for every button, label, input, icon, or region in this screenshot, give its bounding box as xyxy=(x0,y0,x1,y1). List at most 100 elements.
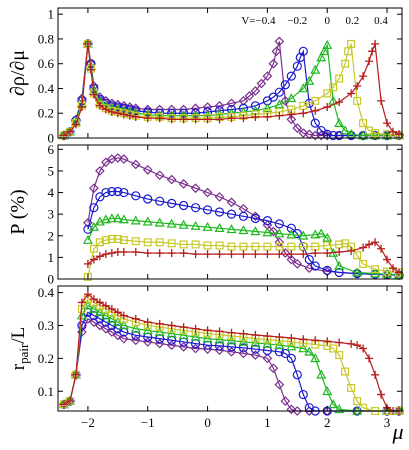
xtick-label-0: −2 xyxy=(81,415,95,430)
point-0.4-28 xyxy=(335,338,344,347)
point-0.4-1 xyxy=(65,397,74,406)
ytick-label-1-5: 5 xyxy=(48,163,55,178)
point-0-6 xyxy=(118,214,129,224)
point-0.2-15 xyxy=(227,242,236,251)
point--0.2-17 xyxy=(250,213,261,224)
point-0.2-23 xyxy=(323,241,332,250)
ytick-label-1-4: 4 xyxy=(48,185,55,200)
point-0-12 xyxy=(142,325,153,335)
point-0.4-3 xyxy=(77,298,86,307)
point-0.4-0 xyxy=(83,259,92,268)
point-0.4-34 xyxy=(365,57,374,66)
point--0.2-15 xyxy=(226,209,237,219)
point-0.4-22 xyxy=(263,332,272,340)
point--0.4-26 xyxy=(262,71,273,81)
point--0.4-26 xyxy=(286,404,297,415)
annotation-0: V=−0.4 xyxy=(241,15,276,27)
point-0.2-7 xyxy=(131,237,140,246)
point-0.4-13 xyxy=(203,250,212,259)
point-0-14 xyxy=(214,222,225,233)
point--0.2-14 xyxy=(214,207,225,217)
point-0.4-23 xyxy=(275,332,284,341)
ytick-label-2-2: 0.3 xyxy=(38,318,54,333)
point-0.4-15 xyxy=(179,323,188,332)
point-0.4-24 xyxy=(263,112,272,121)
point--0.4-23 xyxy=(244,91,255,101)
point--0.4-27 xyxy=(268,58,279,69)
point--0.2-3 xyxy=(101,187,111,198)
point--0.4-15 xyxy=(226,197,237,208)
point--0.2-27 xyxy=(298,389,308,400)
point-0-30 xyxy=(316,52,327,62)
panel-frame-2 xyxy=(57,285,403,412)
point-0.4-28 xyxy=(311,106,320,115)
point--0.2-21 xyxy=(250,344,261,354)
point--0.2-5 xyxy=(113,186,123,197)
ytick-label-2-1: 0.2 xyxy=(38,351,54,366)
point-0.4-25 xyxy=(275,111,284,120)
point-0.2-4 xyxy=(107,235,116,244)
panel-0: 0 0.2 0.4 0.6 0.8 1 ∂ρ/∂μ xyxy=(7,7,405,146)
ytick-label-0-4: 0.8 xyxy=(38,31,54,46)
point-0.4-5 xyxy=(86,65,95,74)
annotation-1: −0.2 xyxy=(287,15,307,27)
point-0-11 xyxy=(178,219,189,229)
point-0.4-31 xyxy=(359,344,368,353)
point-0-25 xyxy=(274,99,285,109)
point-0.4-3 xyxy=(101,250,110,259)
point-0-3 xyxy=(76,310,87,320)
point-0.4-1 xyxy=(89,255,98,264)
point--0.4-21 xyxy=(226,98,237,109)
point-0.4-16 xyxy=(167,115,176,124)
point-0.4-20 xyxy=(287,250,296,259)
point--0.2-9 xyxy=(155,196,165,206)
point-0.4-0 xyxy=(59,400,68,409)
point--0.2-25 xyxy=(268,92,278,102)
series-line--0.2 xyxy=(87,190,400,276)
point-0.4-30 xyxy=(383,255,392,264)
point-0.4-32 xyxy=(353,82,362,90)
annotations: V=−0.4 −0.2 0 0.2 0.4 xyxy=(241,15,388,27)
point-0.2-14 xyxy=(215,241,224,250)
point--0.2-26 xyxy=(334,267,344,278)
point-0.4-3 xyxy=(77,103,86,112)
point-0.2-13 xyxy=(203,241,212,250)
point-0-27 xyxy=(298,83,309,93)
point-0.4-13 xyxy=(155,319,164,328)
point-0-15 xyxy=(226,224,237,234)
point-0.2-6 xyxy=(119,236,128,245)
ylabel-suffix-2: /L xyxy=(8,327,29,344)
series-0.4 xyxy=(59,39,404,140)
point-0.4-2 xyxy=(95,252,104,261)
point-0-7 xyxy=(130,215,141,225)
point-0-30 xyxy=(393,269,405,279)
point--0.4-32 xyxy=(292,123,303,133)
point-0.2-28 xyxy=(359,259,368,268)
point--0.4-27 xyxy=(292,406,303,416)
point--0.2-16 xyxy=(238,211,249,221)
point-0.4-18 xyxy=(263,250,272,259)
point--0.2-17 xyxy=(202,340,213,350)
point-0.4-7 xyxy=(95,101,104,110)
xtick-label-3: 1 xyxy=(264,415,271,430)
point-0-18 xyxy=(262,227,273,237)
point-0-12 xyxy=(190,220,201,230)
point-0.2-3 xyxy=(101,236,110,245)
series-line--0.2 xyxy=(63,311,400,412)
point-0-37 xyxy=(358,130,369,140)
point-0.4-9 xyxy=(113,308,122,317)
point-0.4-17 xyxy=(251,250,260,259)
ytick-label-0-5: 1 xyxy=(48,7,55,22)
annotation-4: 0.4 xyxy=(374,15,388,27)
point-0.4-10 xyxy=(167,249,176,258)
point-0.4-1 xyxy=(65,127,74,136)
series-line--0.4 xyxy=(63,41,400,137)
point--0.2-13 xyxy=(202,205,213,215)
point-0.4-38 xyxy=(383,119,392,128)
point--0.2-25 xyxy=(286,353,296,363)
point--0.2-10 xyxy=(119,327,129,337)
point--0.4-9 xyxy=(154,170,165,181)
point--0.4-24 xyxy=(250,86,261,96)
point-0.2-35 xyxy=(353,96,362,105)
